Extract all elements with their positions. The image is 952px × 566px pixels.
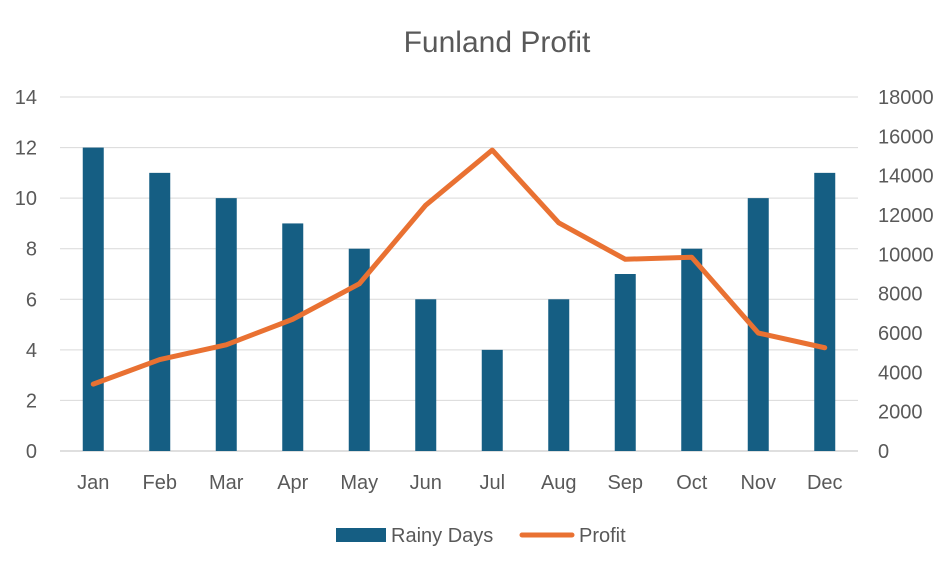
x-tick-label: Feb (143, 472, 177, 494)
x-tick-label: Nov (740, 472, 776, 494)
bar (415, 299, 437, 451)
legend-label-profit: Profit (579, 525, 626, 547)
legend-label-rainy-days: Rainy Days (391, 525, 493, 547)
bar (681, 248, 703, 451)
bar (481, 349, 503, 451)
bar (614, 274, 636, 451)
x-tick-label: Apr (277, 472, 308, 494)
left-tick-label: 14 (15, 87, 37, 109)
right-tick-label: 18000 (878, 87, 934, 109)
x-tick-label: Aug (541, 472, 577, 494)
right-axis: 0 2000 4000 6000 8000 10000 12000 14000 16000 180… (878, 87, 934, 463)
bar (747, 198, 769, 451)
left-tick-label: 2 (26, 390, 37, 412)
bar (149, 172, 171, 451)
x-tick-label: Jun (410, 472, 442, 494)
bar (282, 223, 304, 451)
gridlines (60, 96, 858, 452)
bar (814, 172, 836, 451)
right-tick-label: 10000 (878, 244, 934, 266)
legend-swatch-rainy-days (336, 528, 386, 542)
bar (348, 248, 370, 451)
x-tick-label: Jul (479, 472, 505, 494)
left-axis: 0 2 4 6 8 10 12 14 (15, 87, 37, 463)
line-series-profit (90, 147, 828, 387)
right-tick-label: 2000 (878, 402, 923, 424)
right-tick-label: 12000 (878, 205, 934, 227)
x-tick-label: Oct (676, 472, 708, 494)
right-tick-label: 0 (878, 441, 889, 463)
x-tick-label: Sep (607, 472, 643, 494)
right-tick-label: 6000 (878, 323, 923, 345)
left-tick-label: 8 (26, 239, 37, 261)
right-tick-label: 14000 (878, 166, 934, 188)
profit-line (90, 147, 828, 387)
right-tick-label: 16000 (878, 126, 934, 148)
bar (548, 299, 570, 451)
bar-series-rainy-days (82, 147, 836, 452)
x-axis: Jan Feb Mar Apr May Jun Jul Aug Sep Oct Nov Dec (77, 472, 842, 494)
left-tick-label: 10 (15, 188, 37, 210)
legend: Rainy Days Profit (336, 525, 626, 547)
left-tick-label: 12 (15, 138, 37, 160)
x-tick-label: Dec (807, 472, 843, 494)
right-tick-label: 4000 (878, 362, 923, 384)
chart-title: Funland Profit (404, 26, 591, 59)
bar (215, 198, 237, 451)
x-tick-label: May (340, 472, 378, 494)
left-tick-label: 4 (26, 340, 37, 362)
left-tick-label: 0 (26, 441, 37, 463)
right-tick-label: 8000 (878, 284, 923, 306)
left-tick-label: 6 (26, 289, 37, 311)
x-tick-label: Mar (209, 472, 244, 494)
bar (82, 147, 104, 452)
x-tick-label: Jan (77, 472, 109, 494)
